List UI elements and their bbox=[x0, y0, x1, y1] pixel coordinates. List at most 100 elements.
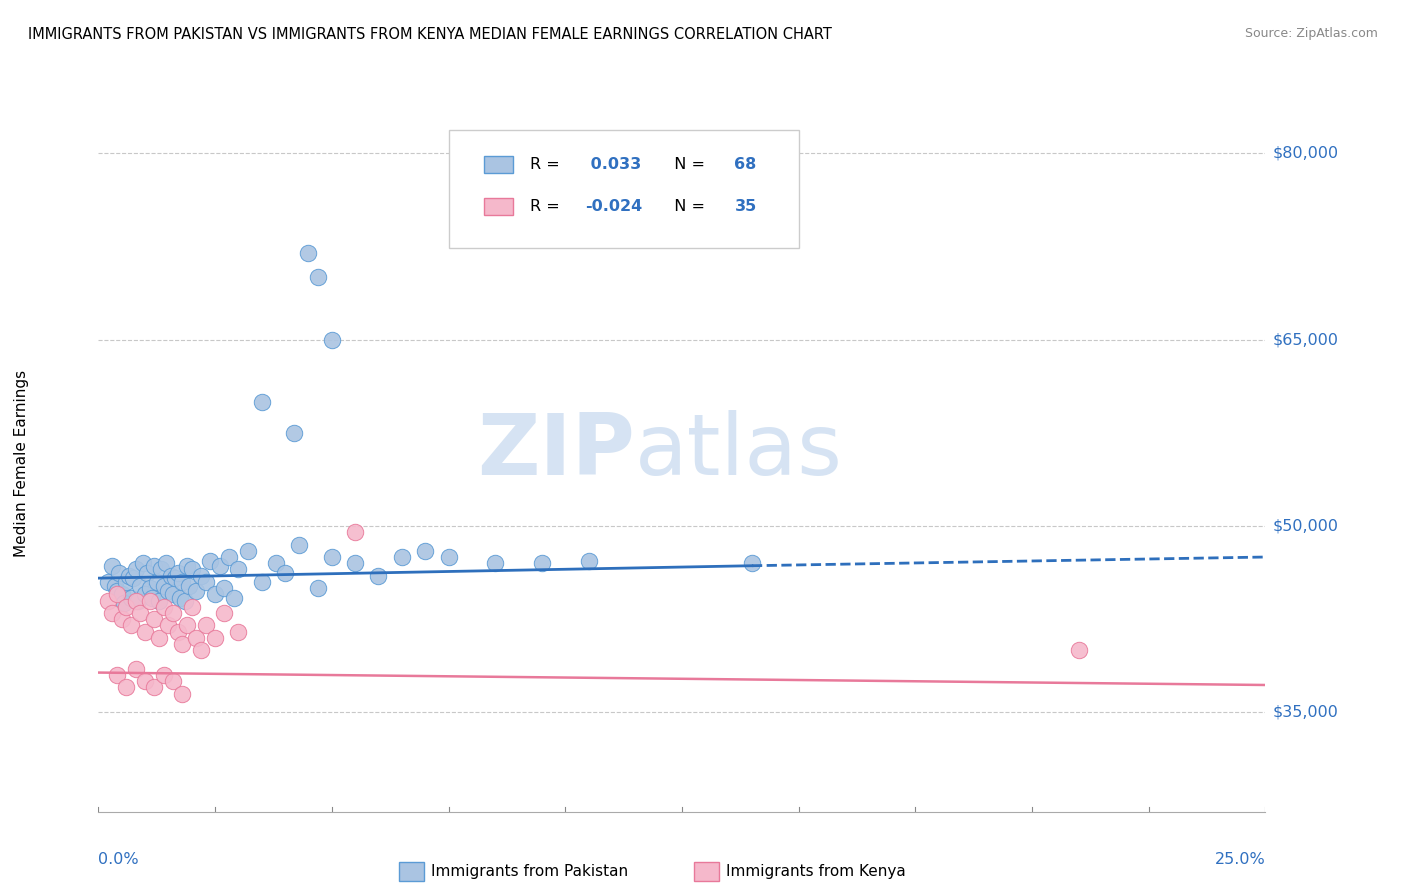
Point bbox=[344, 525, 367, 540]
Point bbox=[288, 538, 311, 552]
Point bbox=[274, 566, 297, 581]
Point bbox=[173, 593, 195, 607]
FancyBboxPatch shape bbox=[484, 198, 513, 215]
Point bbox=[283, 425, 305, 440]
Point bbox=[250, 394, 273, 409]
Point bbox=[186, 583, 208, 598]
Point bbox=[101, 606, 124, 620]
FancyBboxPatch shape bbox=[449, 130, 799, 248]
Point bbox=[115, 574, 138, 589]
Text: 35: 35 bbox=[734, 199, 756, 214]
Point bbox=[139, 581, 162, 595]
Point bbox=[152, 599, 174, 614]
Point bbox=[134, 587, 156, 601]
Text: $80,000: $80,000 bbox=[1272, 145, 1339, 161]
Point bbox=[157, 583, 180, 598]
Text: atlas: atlas bbox=[636, 410, 844, 493]
Point bbox=[367, 568, 389, 582]
Point bbox=[129, 606, 152, 620]
Point bbox=[190, 568, 212, 582]
Text: -0.024: -0.024 bbox=[585, 199, 643, 214]
Point bbox=[344, 556, 367, 570]
Point bbox=[222, 591, 245, 605]
Point bbox=[108, 566, 131, 581]
Point bbox=[105, 583, 128, 598]
Point bbox=[236, 543, 259, 558]
Point bbox=[413, 543, 436, 558]
Text: N =: N = bbox=[665, 199, 710, 214]
Point bbox=[297, 245, 319, 260]
Point bbox=[204, 631, 226, 645]
Point bbox=[146, 574, 169, 589]
Text: 68: 68 bbox=[734, 157, 756, 172]
Point bbox=[150, 562, 173, 576]
Point bbox=[162, 587, 184, 601]
Point bbox=[208, 558, 231, 573]
Point bbox=[115, 599, 138, 614]
Point bbox=[125, 662, 148, 676]
FancyBboxPatch shape bbox=[484, 156, 513, 173]
Point bbox=[578, 554, 600, 568]
Point bbox=[172, 637, 194, 651]
Point bbox=[134, 624, 156, 639]
Point bbox=[97, 593, 120, 607]
Text: Median Female Earnings: Median Female Earnings bbox=[14, 370, 28, 558]
Point bbox=[194, 574, 217, 589]
Text: Immigrants from Pakistan: Immigrants from Pakistan bbox=[430, 864, 628, 879]
Point bbox=[228, 562, 250, 576]
Point bbox=[172, 574, 194, 589]
Point bbox=[112, 596, 135, 610]
Point bbox=[111, 587, 134, 601]
Point bbox=[141, 591, 163, 605]
Point bbox=[321, 549, 343, 564]
Text: IMMIGRANTS FROM PAKISTAN VS IMMIGRANTS FROM KENYA MEDIAN FEMALE EARNINGS CORRELA: IMMIGRANTS FROM PAKISTAN VS IMMIGRANTS F… bbox=[28, 27, 832, 42]
Point bbox=[180, 562, 202, 576]
Point bbox=[162, 674, 184, 689]
Point bbox=[148, 631, 170, 645]
Point bbox=[741, 556, 763, 570]
Point bbox=[143, 681, 166, 695]
Point bbox=[180, 599, 202, 614]
Text: Source: ZipAtlas.com: Source: ZipAtlas.com bbox=[1244, 27, 1378, 40]
Text: 25.0%: 25.0% bbox=[1215, 852, 1265, 867]
Point bbox=[190, 643, 212, 657]
Point bbox=[200, 554, 222, 568]
Point bbox=[176, 558, 198, 573]
Point bbox=[169, 591, 191, 605]
Point bbox=[118, 568, 141, 582]
Text: Immigrants from Kenya: Immigrants from Kenya bbox=[725, 864, 905, 879]
Point bbox=[172, 687, 194, 701]
Point bbox=[148, 593, 170, 607]
Point bbox=[176, 618, 198, 632]
Text: $50,000: $50,000 bbox=[1272, 518, 1339, 533]
Point bbox=[530, 556, 553, 570]
Point bbox=[122, 571, 145, 585]
Point bbox=[134, 674, 156, 689]
Text: R =: R = bbox=[530, 157, 565, 172]
Point bbox=[139, 593, 162, 607]
Point bbox=[166, 566, 188, 581]
Point bbox=[194, 618, 217, 632]
Point bbox=[484, 556, 506, 570]
Point bbox=[214, 606, 236, 620]
Point bbox=[307, 581, 329, 595]
Point bbox=[105, 587, 128, 601]
Text: 0.033: 0.033 bbox=[585, 157, 641, 172]
Point bbox=[120, 618, 142, 632]
Point bbox=[165, 571, 187, 585]
Point bbox=[264, 556, 287, 570]
Point bbox=[321, 333, 343, 347]
Point bbox=[132, 556, 155, 570]
Point bbox=[104, 578, 127, 592]
Point bbox=[105, 668, 128, 682]
Text: R =: R = bbox=[530, 199, 565, 214]
Point bbox=[120, 591, 142, 605]
Point bbox=[115, 681, 138, 695]
Point bbox=[125, 562, 148, 576]
Point bbox=[437, 549, 460, 564]
Text: N =: N = bbox=[665, 157, 710, 172]
Text: $35,000: $35,000 bbox=[1272, 705, 1339, 720]
Point bbox=[143, 612, 166, 626]
Point bbox=[101, 558, 124, 573]
Text: ZIP: ZIP bbox=[478, 410, 636, 493]
